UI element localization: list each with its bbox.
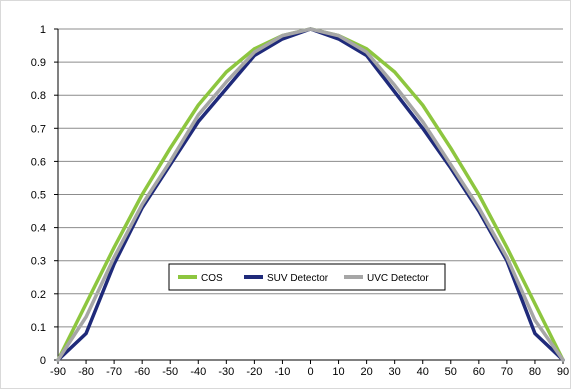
x-axis-ticks: -90 -80 -70 -60 -50 -40 -30 -20 -10 0 10 20 30 40 50 60…: [50, 360, 569, 378]
x-tick-label: 90: [557, 366, 569, 378]
x-tick-label: 40: [417, 366, 429, 378]
legend-label-uvc-detector: UVC Detector: [367, 273, 429, 284]
x-tick-label: -60: [134, 366, 150, 378]
x-tick-label: 70: [501, 366, 513, 378]
y-tick-label: 0.6: [31, 156, 46, 168]
legend-label-suv-detector: SUV Detector: [267, 273, 329, 284]
x-tick-label: -70: [106, 366, 122, 378]
legend-label-cos: COS: [201, 273, 223, 284]
x-tick-label: -90: [50, 366, 66, 378]
x-tick-label: 0: [307, 366, 313, 378]
gridlines: [58, 28, 563, 328]
x-tick-label: 60: [473, 366, 485, 378]
y-axis-ticks: 0 0.1 0.2 0.3 0.4 0.5 0.6 0.7 0.8 0.9 1: [31, 24, 58, 367]
legend-box: [168, 263, 446, 291]
x-tick-label: 50: [445, 366, 457, 378]
y-tick-label: 0.2: [31, 289, 46, 301]
x-tick-label: -40: [190, 366, 206, 378]
x-tick-label: -30: [218, 366, 234, 378]
y-tick-label: 0.1: [31, 322, 46, 334]
x-tick-label: -50: [162, 366, 178, 378]
x-tick-label: 80: [529, 366, 541, 378]
legend: COS SUV Detector UVC Detector: [168, 263, 446, 291]
x-tick-label: -10: [274, 366, 290, 378]
y-tick-label: 0.7: [31, 123, 46, 135]
y-tick-label: 0: [40, 355, 46, 367]
x-tick-label: -80: [78, 366, 94, 378]
y-tick-label: 0.3: [31, 256, 46, 268]
y-tick-label: 1: [40, 24, 46, 36]
y-tick-label: 0.5: [31, 190, 46, 202]
y-tick-label: 0.8: [31, 90, 46, 102]
x-tick-label: 20: [360, 366, 372, 378]
x-tick-label: -20: [246, 366, 262, 378]
data-series: [56, 27, 565, 362]
y-tick-label: 0.9: [31, 57, 46, 69]
x-tick-label: 10: [332, 366, 344, 378]
y-tick-label: 0.4: [31, 223, 46, 235]
x-tick-label: 30: [389, 366, 401, 378]
